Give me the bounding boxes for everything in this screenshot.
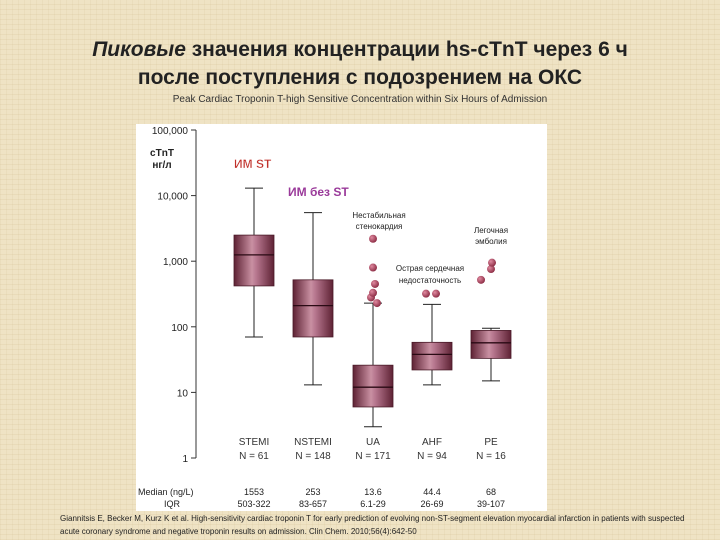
title-line1: значения концентрации hs-cTnT через 6 ч [185,38,628,61]
n-label: N = 171 [355,451,391,462]
y-tick-label: 10,000 [157,192,188,203]
ylabel-line2: нг/л [152,160,171,171]
ua-group-label-2: стенокардия [356,222,403,231]
y-tick-label: 1 [182,454,188,465]
ua-group-label-1: Нестабильная [352,211,405,220]
outlier-point [488,258,496,267]
citation: Giannitsis E, Becker M, Kurz K et al. Hi… [60,514,685,536]
outlier-point [432,289,440,298]
ahf-group-label-2: недостаточность [399,276,461,285]
category-label: PE [484,437,498,448]
title-line2: после поступления с подозрением на ОКС [137,66,583,89]
outlier-point [477,275,485,284]
iqr-row-label: IQR [164,499,181,509]
title-italic: Пиковые [92,38,186,61]
iqr-box [411,341,453,371]
outlier-point [373,299,381,308]
outlier-point [371,279,379,288]
box-nstemi [292,212,334,386]
box-ahf [411,289,453,386]
y-tick-label: 100,000 [152,126,189,137]
outlier-point [369,234,377,243]
y-tick-label: 1,000 [163,257,188,268]
y-tick-label: 10 [177,388,189,399]
n-label: N = 61 [239,451,269,462]
outlier-point [487,265,495,274]
outlier-point [422,289,430,298]
box-plot-chart: 100,000 10,000 1,000 100 10 1 STEMI N = 61 NSTE… [138,126,512,509]
iqr-value: 39-107 [477,499,505,509]
iqr-value: 83-657 [299,499,327,509]
category-label: UA [366,437,380,448]
median-value: 1553 [244,487,264,497]
iqr-value: 6.1-29 [360,499,386,509]
iqr-value: 26-69 [420,499,443,509]
median-value: 13.6 [364,487,382,497]
iqr-box [292,279,334,338]
box-stemi [233,187,275,338]
slide-title: Пиковые значения концентрации hs-cTnT че… [0,36,720,92]
ylabel-line1: cTnT [150,148,174,159]
pe-group-label-1: Легочная [474,226,508,235]
median-value: 68 [486,487,496,497]
nstemi-group-label: ИМ без ST [288,185,349,199]
stemi-group-label: ИМ ST [234,157,272,171]
iqr-box [470,330,512,359]
median-value: 44.4 [423,487,441,497]
box-ua [352,234,394,428]
outlier-point [369,263,377,272]
n-label: N = 16 [476,451,506,462]
n-label: N = 148 [295,451,331,462]
chart-panel: 100,000 10,000 1,000 100 10 1 STEMI N = 61 NSTE… [136,124,547,511]
category-label: AHF [422,437,442,448]
category-label: STEMI [239,437,270,448]
iqr-box [233,234,275,287]
n-label: N = 94 [417,451,447,462]
outlier-point [369,288,377,297]
iqr-box [352,364,394,408]
slide-subtitle: Peak Cardiac Troponin T-high Sensitive C… [172,94,548,105]
category-label: NSTEMI [294,437,332,448]
y-tick-label: 100 [171,323,188,334]
median-value: 253 [305,487,320,497]
box-pe [470,258,512,382]
median-row-label: Median (ng/L) [138,487,194,497]
pe-group-label-2: эмболия [475,237,507,246]
ahf-group-label-1: Острая сердечная [396,264,464,273]
iqr-value: 503-322 [237,499,270,509]
